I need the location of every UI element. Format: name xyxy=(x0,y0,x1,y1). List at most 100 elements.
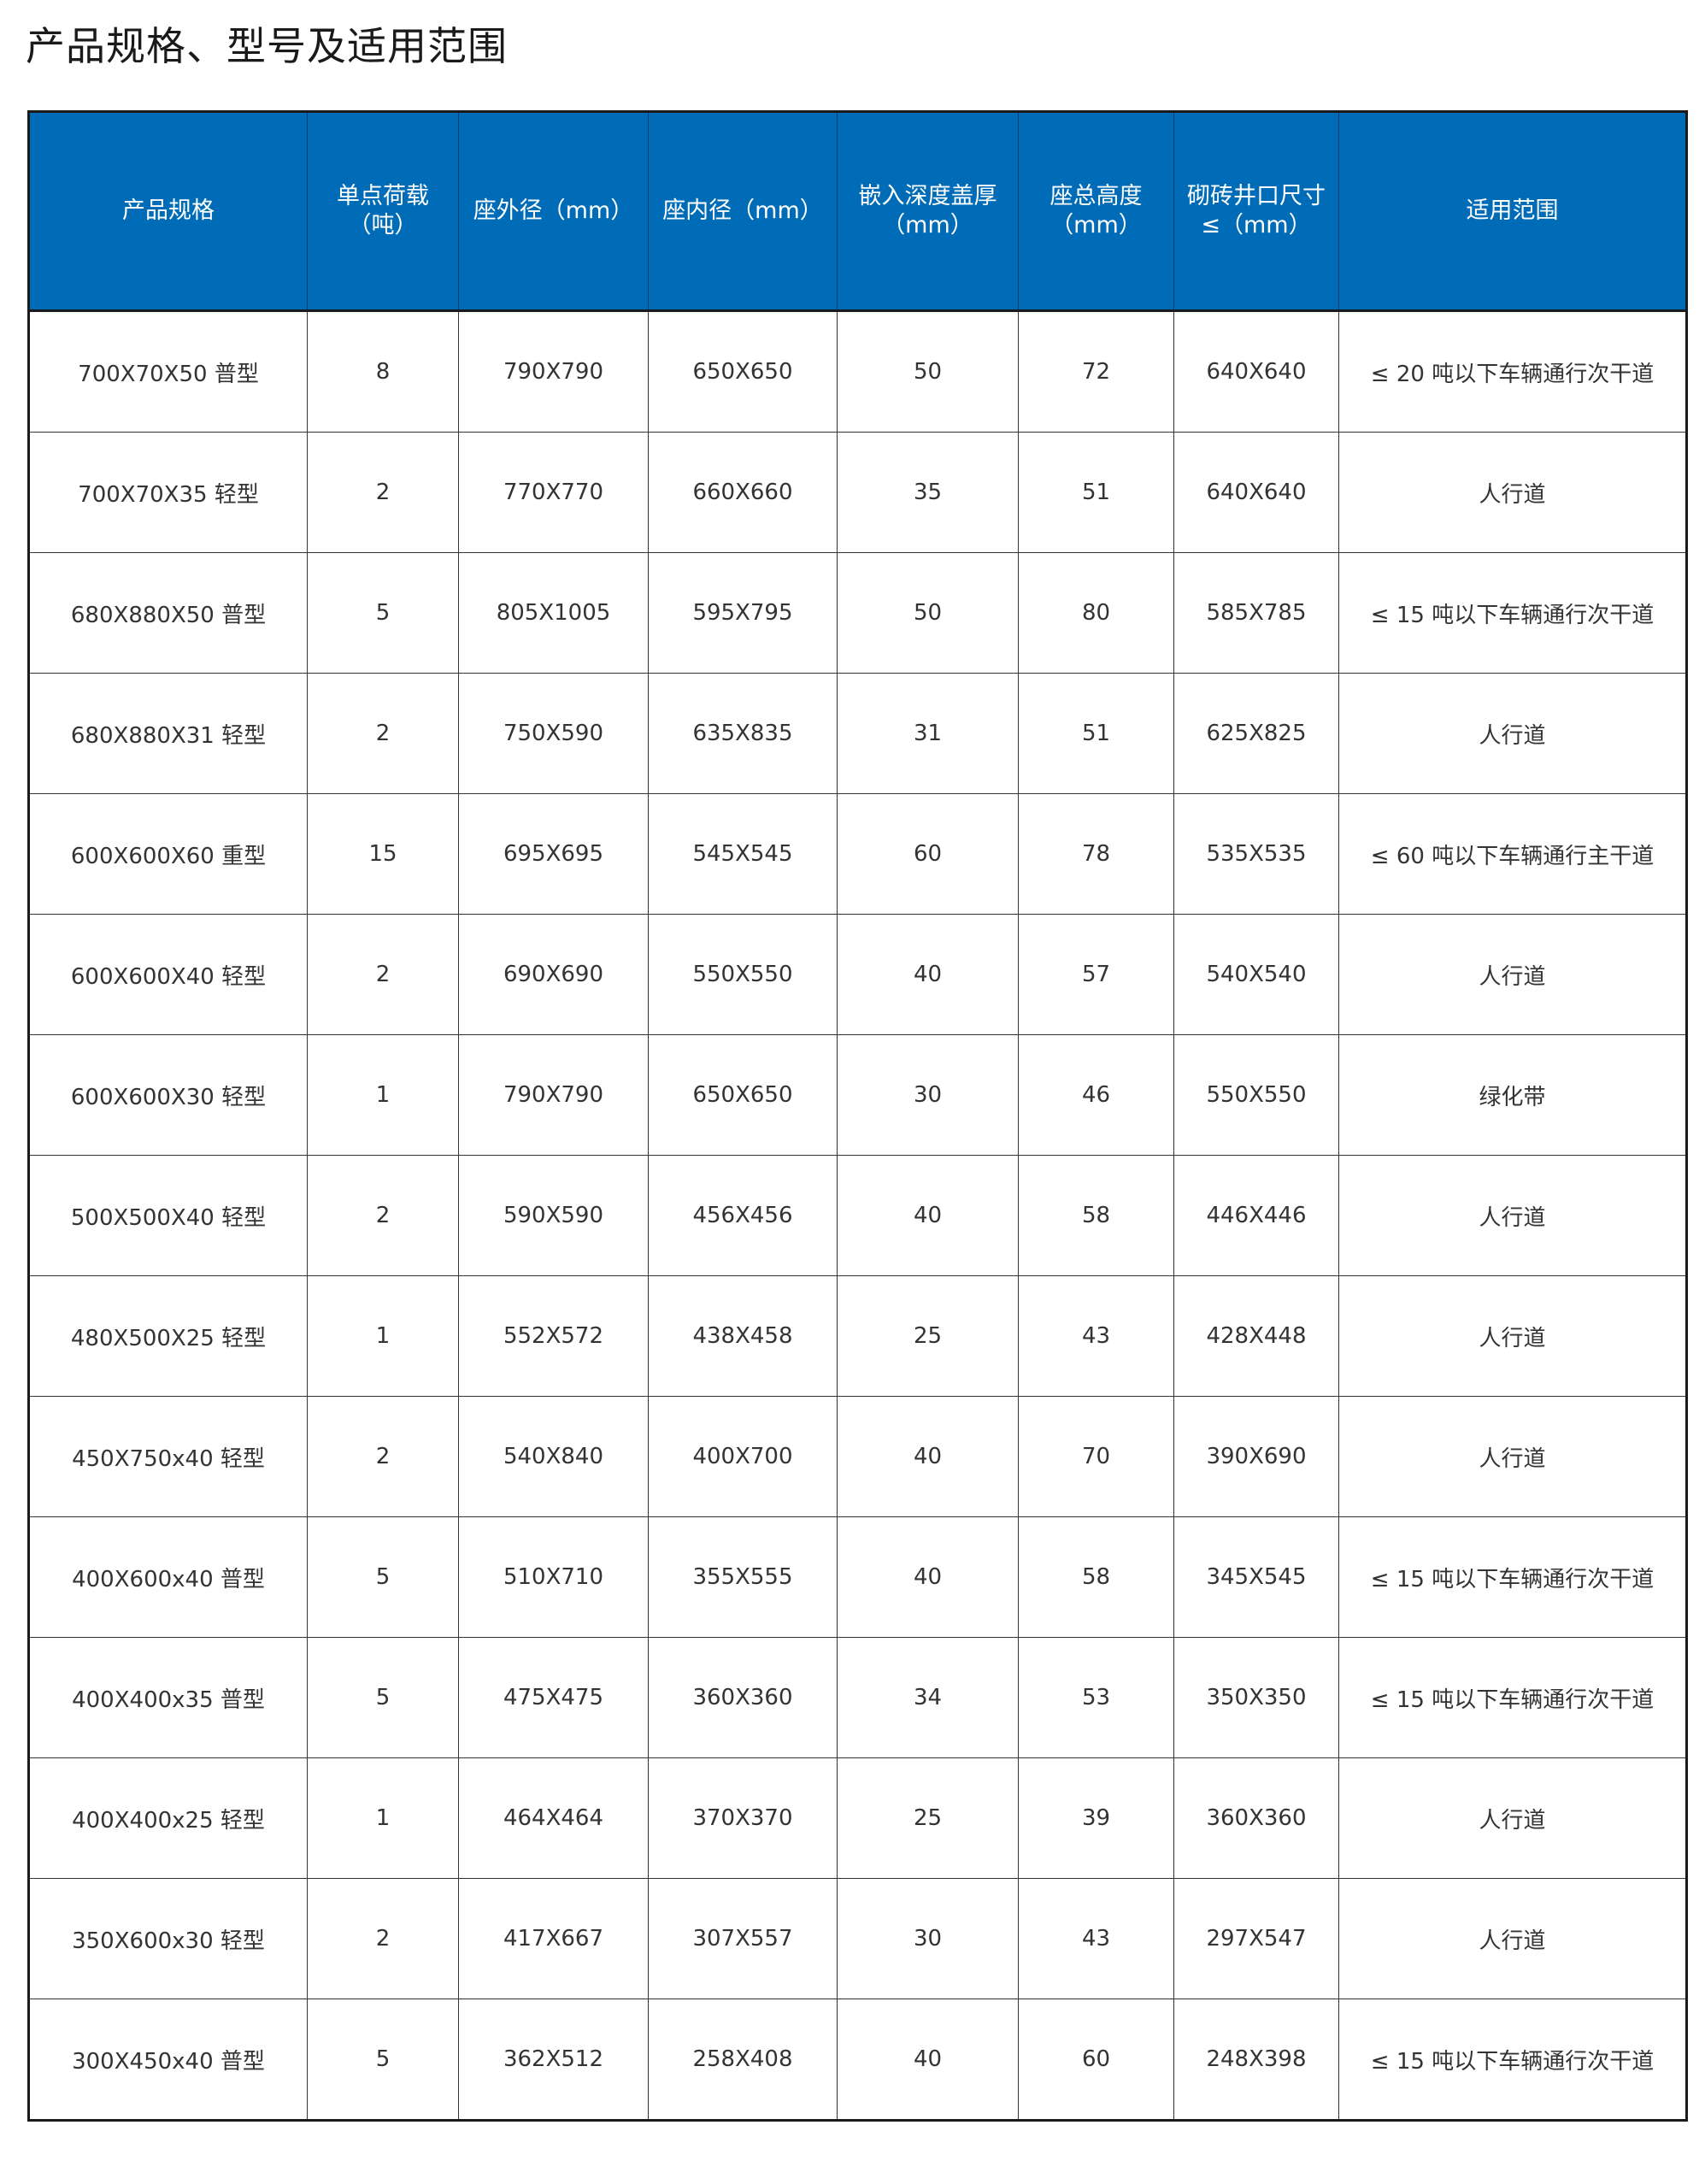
column-header-text: 产品规格 xyxy=(122,197,215,225)
cell-embed-depth: 30 xyxy=(837,1878,1019,1999)
cell-product-spec: 450X750x40 轻型 xyxy=(28,1396,308,1517)
cell-brick-opening: 345X545 xyxy=(1173,1516,1339,1638)
cell-outer-diameter: 540X840 xyxy=(458,1396,649,1517)
cell-application-scope: 人行道 xyxy=(1338,1155,1687,1276)
cell-point-load: 2 xyxy=(307,1155,459,1276)
cell-inner-diameter: 595X795 xyxy=(648,552,838,674)
cell-inner-diameter: 307X557 xyxy=(648,1878,838,1999)
cell-embed-depth: 35 xyxy=(837,432,1019,553)
cell-brick-opening: 540X540 xyxy=(1173,914,1339,1035)
column-header-text: 单点荷载 xyxy=(337,183,429,210)
column-header-text: （mm） xyxy=(882,212,973,238)
cell-product-spec: 680X880X31 轻型 xyxy=(28,673,308,794)
cell-point-load: 5 xyxy=(307,552,459,674)
table-row: 700X70X50 普型 8 790X790 650X650 50 72 640X640 ≤ … xyxy=(28,310,1687,433)
cell-outer-diameter: 690X690 xyxy=(458,914,649,1035)
cell-point-load: 2 xyxy=(307,914,459,1035)
cell-point-load: 1 xyxy=(307,1034,459,1156)
cell-inner-diameter: 400X700 xyxy=(648,1396,838,1517)
cell-point-load: 2 xyxy=(307,432,459,553)
cell-outer-diameter: 695X695 xyxy=(458,793,649,915)
cell-outer-diameter: 464X464 xyxy=(458,1757,649,1879)
cell-embed-depth: 25 xyxy=(837,1757,1019,1879)
column-header-text: 嵌入深度盖厚 xyxy=(858,183,997,210)
cell-inner-diameter: 355X555 xyxy=(648,1516,838,1638)
cell-outer-diameter: 790X790 xyxy=(458,310,649,433)
cell-embed-depth: 50 xyxy=(837,310,1019,433)
cell-total-height: 43 xyxy=(1018,1275,1174,1397)
cell-brick-opening: 297X547 xyxy=(1173,1878,1339,1999)
cell-total-height: 51 xyxy=(1018,673,1174,794)
cell-point-load: 1 xyxy=(307,1757,459,1879)
cell-brick-opening: 350X350 xyxy=(1173,1637,1339,1758)
cell-inner-diameter: 550X550 xyxy=(648,914,838,1035)
cell-application-scope: 人行道 xyxy=(1338,673,1687,794)
cell-total-height: 46 xyxy=(1018,1034,1174,1156)
cell-product-spec: 300X450x40 普型 xyxy=(28,1999,308,2121)
cell-point-load: 2 xyxy=(307,1878,459,1999)
table-row: 450X750x40 轻型 2 540X840 400X700 40 70 390X690 人… xyxy=(28,1396,1687,1517)
column-header-inner-diameter: 座内径（mm） xyxy=(648,111,838,311)
cell-outer-diameter: 590X590 xyxy=(458,1155,649,1276)
cell-inner-diameter: 660X660 xyxy=(648,432,838,553)
column-header-text: ≤（mm） xyxy=(1201,212,1312,238)
column-header-text: 座总高度 xyxy=(1049,183,1143,210)
column-header-product-spec: 产品规格 xyxy=(28,111,308,311)
cell-embed-depth: 40 xyxy=(837,1155,1019,1276)
cell-product-spec: 600X600X40 轻型 xyxy=(28,914,308,1035)
cell-product-spec: 700X70X50 普型 xyxy=(28,310,308,433)
cell-point-load: 1 xyxy=(307,1275,459,1397)
table-header-row: 产品规格 单点荷载 （吨） 座外径（mm） 座内径（mm） 嵌入深度盖厚 （mm） 座总高度（… xyxy=(28,111,1687,311)
column-header-point-load: 单点荷载 （吨） xyxy=(307,111,459,311)
cell-application-scope: 人行道 xyxy=(1338,1878,1687,1999)
table-row: 680X880X50 普型 5 805X1005 595X795 50 80 585X785… xyxy=(28,552,1687,674)
cell-inner-diameter: 650X650 xyxy=(648,1034,838,1156)
cell-brick-opening: 640X640 xyxy=(1173,432,1339,553)
cell-outer-diameter: 552X572 xyxy=(458,1275,649,1397)
cell-application-scope: 绿化带 xyxy=(1338,1034,1687,1156)
cell-application-scope: 人行道 xyxy=(1338,432,1687,553)
cell-total-height: 43 xyxy=(1018,1878,1174,1999)
cell-outer-diameter: 362X512 xyxy=(458,1999,649,2121)
cell-brick-opening: 428X448 xyxy=(1173,1275,1339,1397)
column-header-application-scope: 适用范围 xyxy=(1338,111,1687,311)
table-row: 400X400x35 普型 5 475X475 360X360 34 53 350X350 ≤… xyxy=(28,1637,1687,1758)
cell-outer-diameter: 750X590 xyxy=(458,673,649,794)
cell-point-load: 5 xyxy=(307,1999,459,2121)
cell-brick-opening: 625X825 xyxy=(1173,673,1339,794)
column-header-total-height: 座总高度 （mm） xyxy=(1018,111,1174,311)
product-spec-table: 产品规格 单点荷载 （吨） 座外径（mm） 座内径（mm） 嵌入深度盖厚 （mm） 座总高度（… xyxy=(27,110,1688,2122)
table-row: 600X600X40 轻型 2 690X690 550X550 40 57 540X540 人… xyxy=(28,914,1687,1035)
cell-application-scope: ≤ 60 吨以下车辆通行主干道 xyxy=(1338,793,1687,915)
cell-point-load: 2 xyxy=(307,1396,459,1517)
cell-total-height: 58 xyxy=(1018,1516,1174,1638)
cell-total-height: 58 xyxy=(1018,1155,1174,1276)
cell-outer-diameter: 790X790 xyxy=(458,1034,649,1156)
table-row: 700X70X35 轻型 2 770X770 660X660 35 51 640X640 人行… xyxy=(28,432,1687,553)
cell-product-spec: 400X600x40 普型 xyxy=(28,1516,308,1638)
cell-total-height: 39 xyxy=(1018,1757,1174,1879)
column-header-text: 砌砖井口尺寸 xyxy=(1187,183,1326,210)
cell-inner-diameter: 635X835 xyxy=(648,673,838,794)
cell-product-spec: 600X600X30 轻型 xyxy=(28,1034,308,1156)
table-row: 300X450x40 普型 5 362X512 258X408 40 60 248X398 ≤… xyxy=(28,1999,1687,2121)
column-header-text: （吨） xyxy=(348,212,418,238)
cell-embed-depth: 30 xyxy=(837,1034,1019,1156)
cell-outer-diameter: 770X770 xyxy=(458,432,649,553)
cell-application-scope: 人行道 xyxy=(1338,914,1687,1035)
cell-product-spec: 700X70X35 轻型 xyxy=(28,432,308,553)
cell-embed-depth: 50 xyxy=(837,552,1019,674)
cell-application-scope: ≤ 15 吨以下车辆通行次干道 xyxy=(1338,1999,1687,2121)
cell-application-scope: ≤ 15 吨以下车辆通行次干道 xyxy=(1338,552,1687,674)
cell-product-spec: 500X500X40 轻型 xyxy=(28,1155,308,1276)
cell-embed-depth: 25 xyxy=(837,1275,1019,1397)
cell-inner-diameter: 370X370 xyxy=(648,1757,838,1879)
cell-brick-opening: 585X785 xyxy=(1173,552,1339,674)
cell-application-scope: 人行道 xyxy=(1338,1757,1687,1879)
cell-brick-opening: 640X640 xyxy=(1173,310,1339,433)
cell-product-spec: 350X600x30 轻型 xyxy=(28,1878,308,1999)
cell-embed-depth: 31 xyxy=(837,673,1019,794)
cell-total-height: 70 xyxy=(1018,1396,1174,1517)
cell-total-height: 72 xyxy=(1018,310,1174,433)
cell-total-height: 51 xyxy=(1018,432,1174,553)
